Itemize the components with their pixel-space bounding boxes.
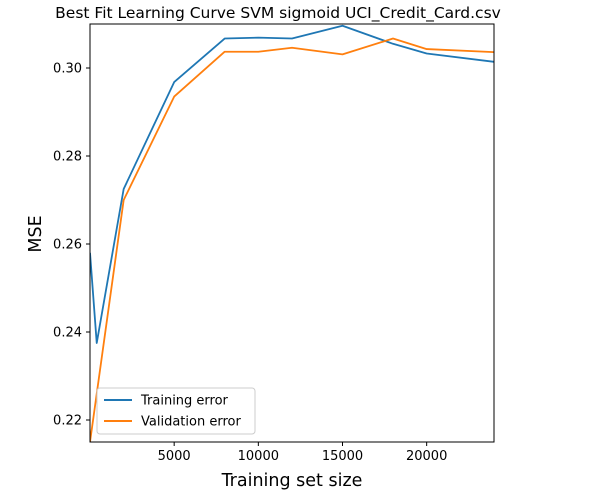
x-axis-ticks: 5000 10000 15000 20000 xyxy=(158,442,447,464)
y-tick-label: 0.28 xyxy=(53,150,82,165)
y-tick-label: 0.30 xyxy=(53,62,82,77)
x-tick-label: 15000 xyxy=(322,449,363,464)
legend-box xyxy=(96,387,256,435)
x-tick-label: 20000 xyxy=(406,449,447,464)
x-axis-label: Training set size xyxy=(221,471,363,491)
x-tick-label: 5000 xyxy=(158,449,191,464)
y-tick-label: 0.26 xyxy=(53,238,82,253)
training-error-line xyxy=(90,24,494,344)
legend: Training error Validation error xyxy=(96,387,256,435)
y-axis-label: MSE xyxy=(26,215,46,252)
validation-error-line xyxy=(90,37,494,442)
chart-title: Best Fit Learning Curve SVM sigmoid UCI_… xyxy=(55,4,501,23)
legend-label-training: Training error xyxy=(140,394,229,409)
y-axis-ticks: 0.22 0.24 0.26 0.28 0.30 xyxy=(53,62,90,429)
y-tick-label: 0.22 xyxy=(53,414,82,429)
plot-frame xyxy=(89,23,495,443)
legend-label-validation: Validation error xyxy=(141,415,241,430)
y-tick-label: 0.24 xyxy=(53,326,82,341)
series-lines xyxy=(90,24,494,442)
x-tick-label: 10000 xyxy=(238,449,279,464)
